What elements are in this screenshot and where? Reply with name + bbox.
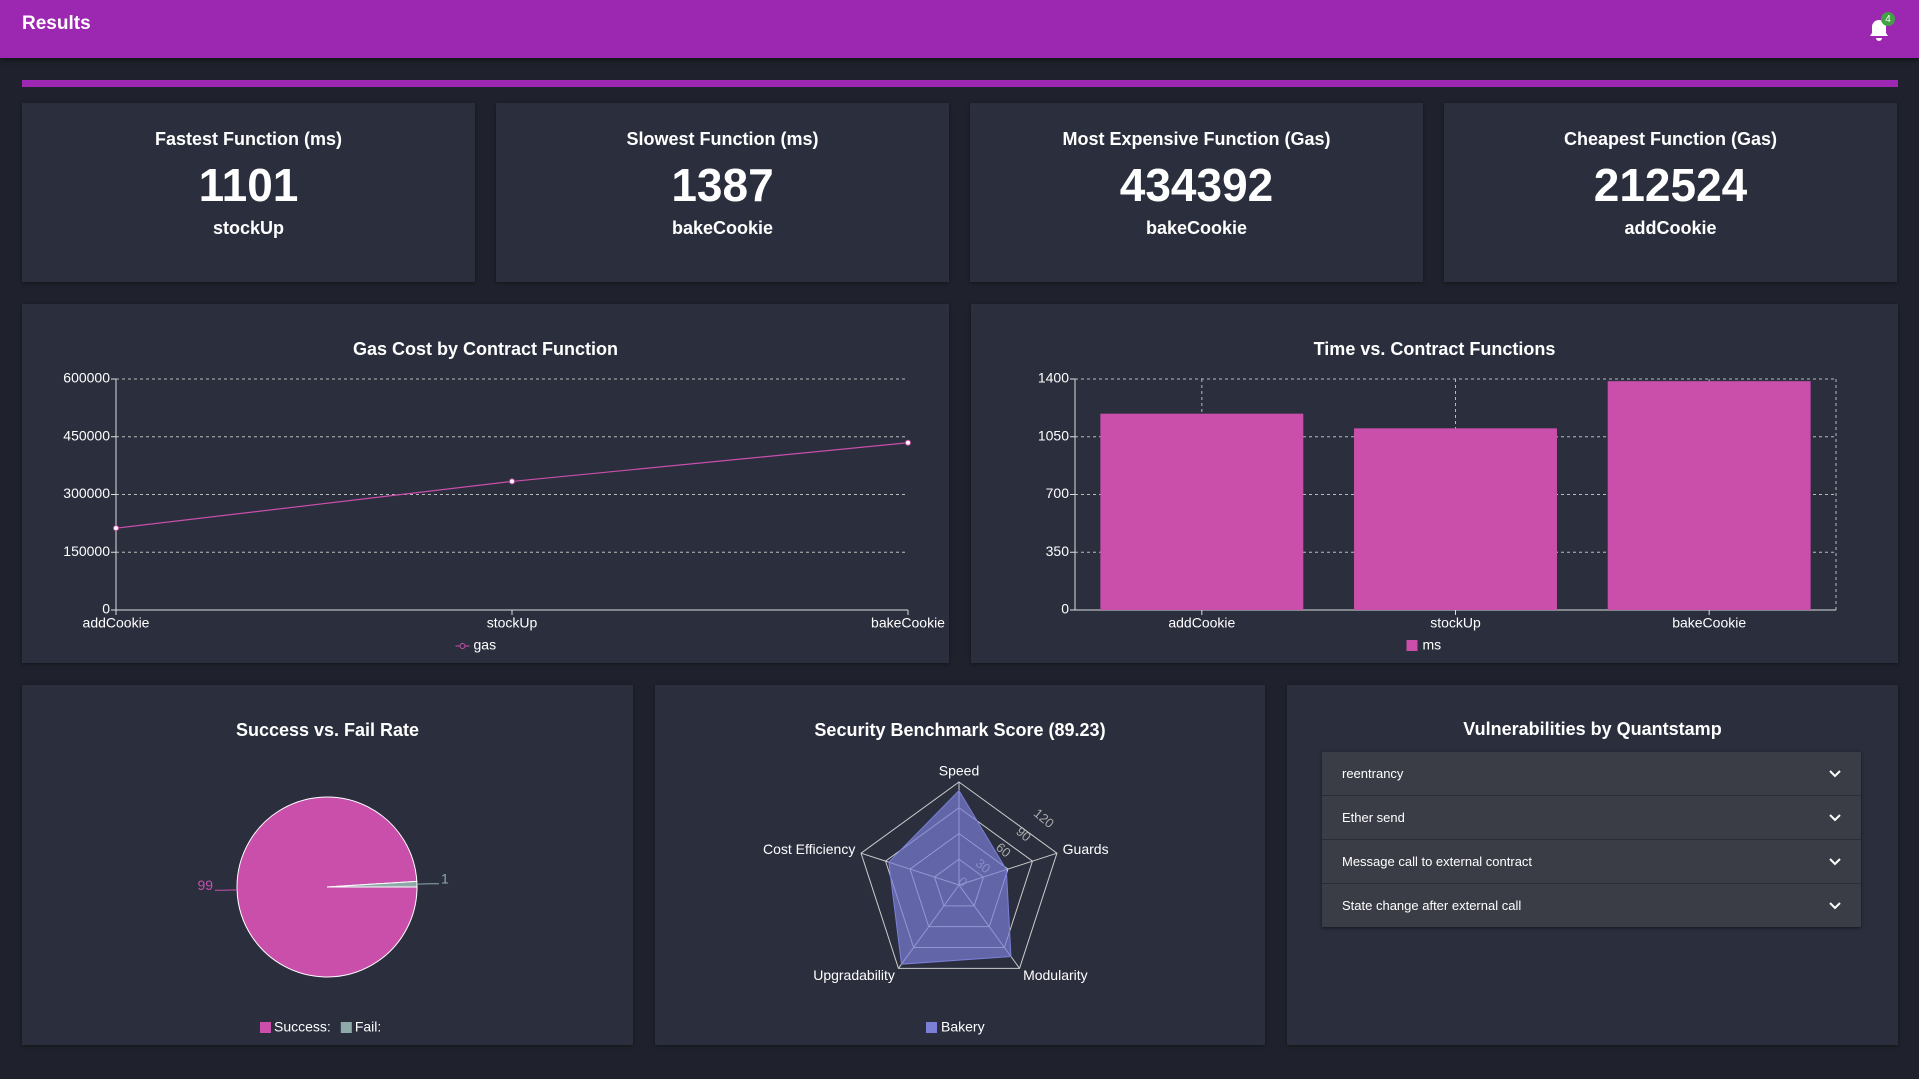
legend-swatch: [340, 1022, 352, 1033]
x-tick-label: addCookie: [1168, 615, 1235, 631]
chart-title: Time vs. Contract Functions: [1314, 339, 1556, 359]
item-label: Message call to external contract: [1342, 854, 1533, 869]
card-label: stockUp: [212, 218, 284, 238]
app-bar: Results 4: [0, 0, 1919, 58]
stat-card: Slowest Function (ms) 1387 bakeCookie: [496, 103, 949, 282]
chevron-path: [1829, 769, 1841, 777]
card-value: 1101: [198, 159, 299, 211]
axis-label: Speed: [939, 763, 979, 779]
page-title: Results: [22, 13, 91, 34]
pie-slice: [326, 880, 418, 888]
chart: Security Benchmark Score (89.23)03060901…: [763, 720, 1109, 1035]
stat-card: Cheapest Function (Gas) 212524 addCookie: [1444, 103, 1897, 282]
chevron-path: [1829, 813, 1841, 821]
accordion: reentrancy Ether send Message call to exte…: [1322, 752, 1861, 927]
chart-title: Gas Cost by Contract Function: [353, 339, 618, 359]
y-tick-label: 150000: [63, 543, 110, 559]
x-tick-label: addCookie: [83, 615, 150, 631]
badge: 4: [1885, 14, 1891, 25]
accordion-item[interactable]: Message call to external contract: [1322, 840, 1861, 884]
legend-label: Fail:: [355, 1019, 381, 1035]
panel: Gas Cost by Contract Function 0 150000 3000…: [22, 304, 949, 663]
y-tick-label: 350: [1046, 543, 1070, 559]
card-label: bakeCookie: [1145, 218, 1248, 238]
panel: Security Benchmark Score (89.23)03060901…: [655, 685, 1265, 1045]
axis-label: Upgradability: [813, 967, 895, 983]
accordion-item[interactable]: Ether send: [1322, 796, 1861, 840]
y-tick-label: 1050: [1038, 427, 1069, 443]
y-tick-label: 0: [102, 601, 110, 617]
bar: [1607, 381, 1811, 610]
chevron-path: [1829, 901, 1841, 909]
stat-card: Most Expensive Function (Gas) 434392 bakeC…: [970, 103, 1423, 282]
data-label: 99: [197, 877, 213, 893]
chevron: [1829, 857, 1841, 865]
item-label: reentrancy: [1342, 766, 1404, 781]
y-tick-label: 0: [1061, 601, 1069, 617]
chevron-path: [1829, 857, 1841, 865]
chevron: [1829, 901, 1841, 909]
x-tick-label: stockUp: [487, 615, 538, 631]
chevron: [1829, 813, 1841, 821]
r-tick-label: 120: [1031, 806, 1057, 831]
point: [113, 525, 119, 532]
legend-swatch: [459, 643, 466, 649]
legend-swatch: [926, 1022, 937, 1033]
stat-card: Fastest Function (ms) 1101 stockUp: [22, 103, 475, 282]
card-value: 212524: [1593, 159, 1748, 211]
legend-label: Bakery: [941, 1019, 985, 1035]
x-tick-label: bakeCookie: [1672, 615, 1746, 631]
chart: Time vs. Contract Functions 0 350 700 1050 14…: [1038, 339, 1837, 653]
axis-label: Guards: [1063, 841, 1109, 857]
card-value: 1387: [671, 159, 774, 211]
y-tick-label: 600000: [63, 370, 110, 386]
item-label: Ether send: [1342, 810, 1405, 825]
y-tick-label: 1400: [1038, 370, 1069, 386]
y-tick-label: 300000: [63, 485, 110, 501]
card-title: Fastest Function (ms): [154, 129, 342, 149]
notifications[interactable]: 4: [1864, 12, 1898, 42]
card-value: 434392: [1119, 159, 1274, 211]
grid-ring: [860, 781, 1058, 969]
card-title: Cheapest Function (Gas): [1563, 129, 1778, 149]
point: [905, 439, 911, 446]
point: [509, 478, 515, 485]
x-tick-label: bakeCookie: [871, 615, 945, 631]
legend-label: Success:: [274, 1019, 331, 1035]
bar: [1354, 428, 1557, 610]
legend-label: ms: [1423, 637, 1442, 653]
panel: Time vs. Contract Functions 0 350 700 1050 14…: [971, 304, 1898, 663]
line: [115, 442, 909, 529]
chart: Success vs. Fail Rate 99 1 Success: Fail:: [197, 720, 449, 1035]
chevron: [1829, 769, 1841, 777]
chart-title: Security Benchmark Score (89.23): [814, 720, 1105, 740]
panel: Vulnerabilities by Quantstamp reentrancy…: [1287, 685, 1898, 1045]
panel: Success vs. Fail Rate 99 1 Success: Fail:: [22, 685, 633, 1045]
item-label: State change after external call: [1342, 898, 1522, 913]
legend-swatch: [260, 1022, 271, 1033]
axis-label: Modularity: [1023, 967, 1088, 983]
card-title: Slowest Function (ms): [626, 129, 819, 149]
progress-bar: [22, 80, 1898, 87]
chart-title: Success vs. Fail Rate: [236, 720, 419, 740]
accordion-item[interactable]: reentrancy: [1322, 752, 1861, 796]
bar: [1100, 413, 1304, 610]
legend-label: gas: [474, 637, 497, 653]
chart: Gas Cost by Contract Function 0 150000 3000…: [63, 339, 945, 653]
y-tick-label: 700: [1046, 485, 1070, 501]
card-title: Most Expensive Function (Gas): [1062, 129, 1331, 149]
x-tick-label: stockUp: [1430, 615, 1481, 631]
panel-title: Vulnerabilities by Quantstamp: [1463, 719, 1722, 739]
y-tick-label: 450000: [63, 427, 110, 443]
axis-label: Cost Efficiency: [763, 841, 855, 857]
card-label: bakeCookie: [671, 218, 774, 238]
data-label: 1: [441, 870, 449, 886]
card-label: addCookie: [1624, 218, 1717, 238]
radar-area: [888, 789, 1012, 965]
legend-swatch: [1406, 640, 1418, 651]
accordion-item[interactable]: State change after external call: [1322, 884, 1861, 927]
